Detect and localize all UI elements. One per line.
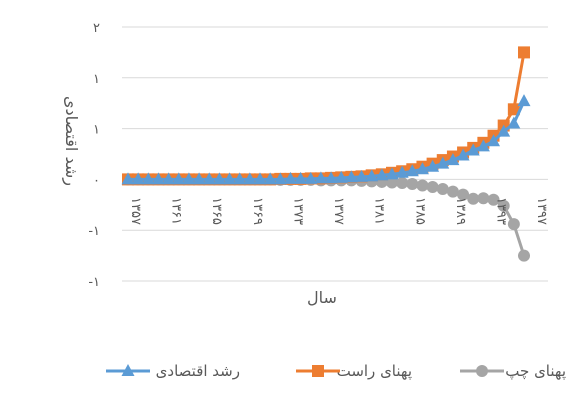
data-point	[507, 218, 520, 231]
y-axis-ticks: ۲ ۱ ۱ ۰ -۱ -۱	[88, 21, 100, 290]
data-point	[324, 171, 338, 184]
y-axis-title: رشد اقتصادی	[61, 96, 81, 186]
data-point	[518, 249, 530, 262]
x-tick-label: ۱۳۶۹	[250, 197, 265, 225]
x-tick-label: ۱۳۹۷	[534, 197, 549, 225]
legend: پهنای چپ پهنای راست رشد اقتصادی	[106, 362, 566, 381]
data-point	[386, 176, 398, 189]
data-point	[202, 172, 216, 185]
x-tick-label: ۱۳۹۳	[494, 197, 509, 225]
x-tick-label: ۱۳۷۷	[331, 197, 346, 225]
data-point	[263, 172, 277, 185]
y-tick-label: -۱	[88, 275, 100, 290]
data-point	[406, 177, 419, 190]
data-point	[518, 46, 530, 59]
x-tick-label: ۱۳۸۹	[453, 197, 468, 225]
data-point	[283, 171, 297, 184]
data-point	[294, 171, 308, 184]
legend-item: پهنای راست	[296, 362, 412, 381]
legend-label: پهنای چپ	[505, 362, 566, 381]
data-point	[456, 148, 470, 161]
data-point	[507, 116, 521, 129]
x-tick-label: ۱۳۵۷	[128, 197, 143, 225]
x-axis-ticks: ۱۳۵۷ ۱۳۶۱ ۱۳۶۵ ۱۳۶۹ ۱۳۷۳ ۱۳۷۷ ۱۳۸۱ ۱۳۸۵ ۱۳۸۹ ۱۳۹۳…	[128, 197, 549, 225]
legend-label: رشد اقتصادی	[156, 362, 240, 380]
data-point	[396, 176, 409, 189]
data-point	[223, 172, 237, 185]
data-point	[304, 171, 318, 184]
data-point	[497, 124, 511, 137]
data-point	[151, 172, 165, 185]
data-point	[416, 179, 429, 192]
data-point	[446, 153, 460, 166]
data-point	[212, 172, 226, 185]
y-tick-label: -۱	[88, 224, 100, 239]
data-point	[467, 192, 480, 205]
y-tick-label: ۰	[93, 173, 100, 188]
data-point	[395, 165, 409, 178]
data-point	[182, 172, 196, 185]
series-line	[128, 100, 526, 181]
legend-marker	[476, 365, 488, 377]
data-point	[487, 134, 501, 147]
series-1	[122, 46, 530, 186]
data-point	[192, 172, 206, 185]
x-tick-label: ۱۳۸۵	[412, 197, 427, 225]
data-point	[273, 172, 287, 185]
data-point	[365, 169, 379, 182]
legend-item: پهنای چپ	[460, 362, 566, 381]
y-tick-label: ۲	[93, 21, 100, 36]
data-point	[426, 159, 440, 172]
data-point	[457, 188, 470, 201]
series-0	[121, 94, 531, 185]
data-point	[121, 172, 135, 185]
data-point	[497, 199, 510, 212]
data-point	[375, 168, 389, 181]
data-point	[415, 162, 429, 175]
x-tick-label: ۱۳۶۵	[209, 197, 224, 225]
data-point	[162, 172, 176, 185]
legend-marker	[312, 365, 324, 377]
data-point	[334, 170, 348, 183]
series-layer	[121, 46, 531, 262]
data-point	[314, 171, 328, 184]
data-point	[141, 172, 155, 185]
data-point	[487, 193, 500, 206]
data-point	[385, 167, 399, 180]
data-point	[436, 156, 450, 169]
data-point	[436, 183, 449, 196]
x-tick-label: ۱۳۷۳	[290, 197, 305, 225]
data-point	[476, 139, 490, 152]
gridlines	[122, 26, 548, 282]
data-point	[507, 103, 520, 116]
data-point	[405, 164, 419, 177]
data-point	[233, 172, 247, 185]
data-point	[243, 172, 257, 185]
data-point	[344, 170, 358, 183]
y-tick-label: ۱	[93, 123, 100, 138]
data-point	[477, 192, 490, 205]
legend-marker	[121, 364, 135, 376]
y-tick-label: ۱	[93, 72, 100, 87]
data-point	[131, 172, 145, 185]
x-tick-label: ۱۳۶۱	[169, 197, 184, 225]
legend-label: پهنای راست	[337, 362, 412, 381]
data-point	[355, 169, 369, 182]
data-point	[253, 172, 267, 185]
data-point	[446, 185, 459, 198]
data-point	[172, 172, 186, 185]
legend-item: رشد اقتصادی	[106, 362, 240, 380]
data-point	[426, 181, 439, 194]
x-tick-label: ۱۳۸۱	[372, 197, 387, 225]
x-axis-title: سال	[307, 288, 337, 307]
data-point	[517, 94, 531, 107]
data-point	[466, 143, 480, 156]
